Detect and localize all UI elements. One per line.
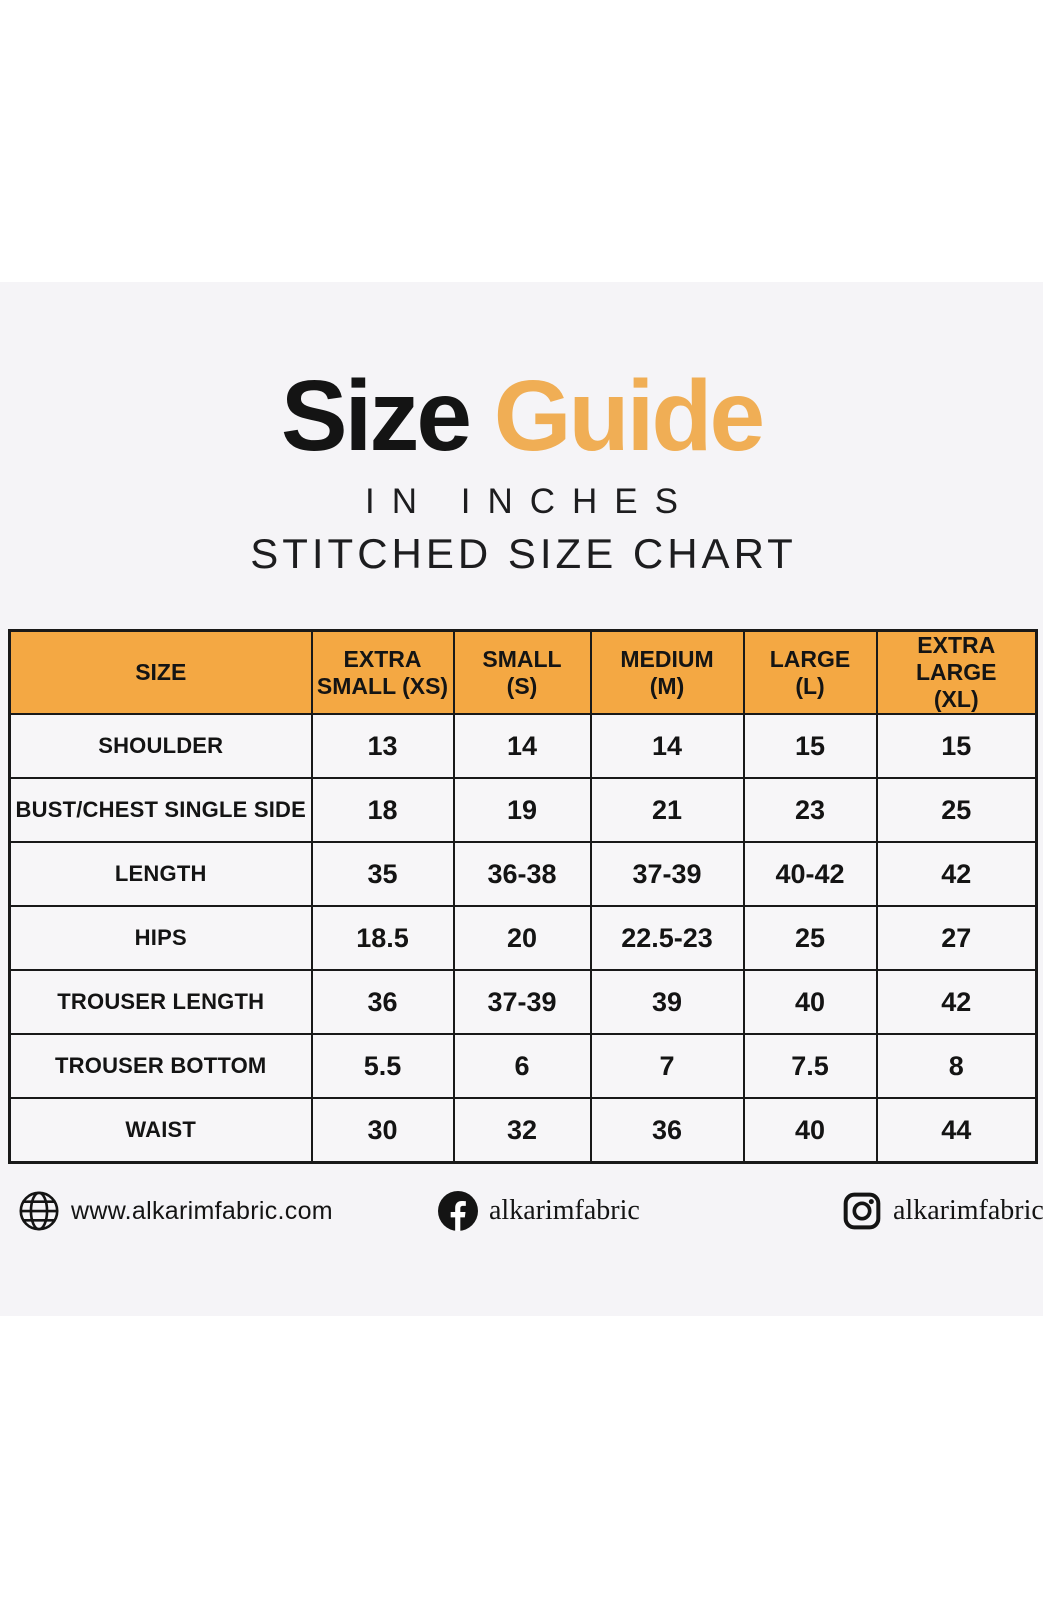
table-row: TROUSER LENGTH 36 37-39 39 40 42: [8, 969, 1038, 1036]
size-value: 7: [589, 1033, 745, 1100]
size-value: 40: [742, 1097, 878, 1164]
instagram-handle: alkarimfabrics: [893, 1195, 1043, 1226]
table-row: BUST/CHEST SINGLE SIDE 18 19 21 23 25: [8, 777, 1038, 844]
size-value: 13: [310, 713, 455, 780]
size-value: 18: [310, 777, 455, 844]
table-row: SHOULDER 13 14 14 15 15: [8, 713, 1038, 780]
measurement-label: WAIST: [8, 1097, 313, 1164]
size-value: 14: [452, 713, 592, 780]
table-row: LENGTH 35 36-38 37-39 40-42 42: [8, 841, 1038, 908]
size-table: SIZE EXTRA SMALL (XS) SMALL (S) MEDIUM (M) L…: [8, 629, 1038, 1164]
globe-icon: [18, 1190, 60, 1232]
footer-instagram: alkarimfabrics: [842, 1186, 1043, 1236]
footer-website: www.alkarimfabric.com: [18, 1186, 333, 1236]
size-value: 40-42: [742, 841, 878, 908]
size-value: 37-39: [452, 969, 592, 1036]
measurement-label: TROUSER LENGTH: [8, 969, 313, 1036]
website-url: www.alkarimfabric.com: [71, 1196, 333, 1225]
size-value: 27: [875, 905, 1038, 972]
instagram-icon: [842, 1191, 882, 1231]
size-value: 36-38: [452, 841, 592, 908]
size-value: 6: [452, 1033, 592, 1100]
page-title: Size Guide: [0, 366, 1043, 466]
facebook-icon: [438, 1191, 478, 1231]
size-value: 36: [589, 1097, 745, 1164]
size-value: 23: [742, 777, 878, 844]
page-title-size: Size: [280, 360, 472, 472]
measurement-label: SHOULDER: [8, 713, 313, 780]
column-header: EXTRA SMALL (XS): [310, 629, 455, 716]
size-value: 40: [742, 969, 878, 1036]
measurement-label: HIPS: [8, 905, 313, 972]
size-value: 37-39: [589, 841, 745, 908]
table-row: WAIST 30 32 36 40 44: [8, 1097, 1038, 1164]
page-title-guide: Guide: [493, 360, 765, 472]
column-header: MEDIUM (M): [589, 629, 745, 716]
size-value: 15: [875, 713, 1038, 780]
size-value: 14: [589, 713, 745, 780]
footer-facebook: alkarimfabric: [438, 1186, 640, 1236]
size-value: 25: [742, 905, 878, 972]
table-row: HIPS 18.5 20 22.5-23 25 27: [8, 905, 1038, 972]
size-value: 36: [310, 969, 455, 1036]
size-value: 15: [742, 713, 878, 780]
measurement-label: LENGTH: [8, 841, 313, 908]
size-value: 18.5: [310, 905, 455, 972]
size-value: 21: [589, 777, 745, 844]
facebook-handle: alkarimfabric: [489, 1195, 640, 1226]
size-value: 35: [310, 841, 455, 908]
table-row: TROUSER BOTTOM 5.5 6 7 7.5 8: [8, 1033, 1038, 1100]
size-value: 7.5: [742, 1033, 878, 1100]
column-header: EXTRA LARGE (XL): [875, 629, 1038, 716]
size-value: 42: [875, 969, 1038, 1036]
size-value: 25: [875, 777, 1038, 844]
title-block: Size Guide IN INCHES STITCHED SIZE CHART: [0, 366, 1043, 578]
measurement-label: BUST/CHEST SINGLE SIDE: [8, 777, 313, 844]
size-value: 30: [310, 1097, 455, 1164]
measurement-label: TROUSER BOTTOM: [8, 1033, 313, 1100]
size-value: 19: [452, 777, 592, 844]
size-value: 32: [452, 1097, 592, 1164]
size-value: 22.5-23: [589, 905, 745, 972]
size-value: 8: [875, 1033, 1038, 1100]
size-table-body: SHOULDER 13 14 14 15 15 BUST/CHEST SINGLE SIDE…: [8, 713, 1038, 1164]
column-header-size: SIZE: [8, 629, 313, 716]
size-value: 20: [452, 905, 592, 972]
size-value: 39: [589, 969, 745, 1036]
column-header: SMALL (S): [452, 629, 592, 716]
size-value: 5.5: [310, 1033, 455, 1100]
table-header-row: SIZE EXTRA SMALL (XS) SMALL (S) MEDIUM (M) L…: [8, 629, 1038, 716]
size-value: 44: [875, 1097, 1038, 1164]
size-value: 42: [875, 841, 1038, 908]
subtitle-in-inches: IN INCHES: [365, 482, 695, 521]
size-table-head: SIZE EXTRA SMALL (XS) SMALL (S) MEDIUM (M) L…: [8, 629, 1038, 716]
subtitle-stitched-size-chart: STITCHED SIZE CHART: [250, 530, 797, 577]
column-header: LARGE (L): [742, 629, 878, 716]
